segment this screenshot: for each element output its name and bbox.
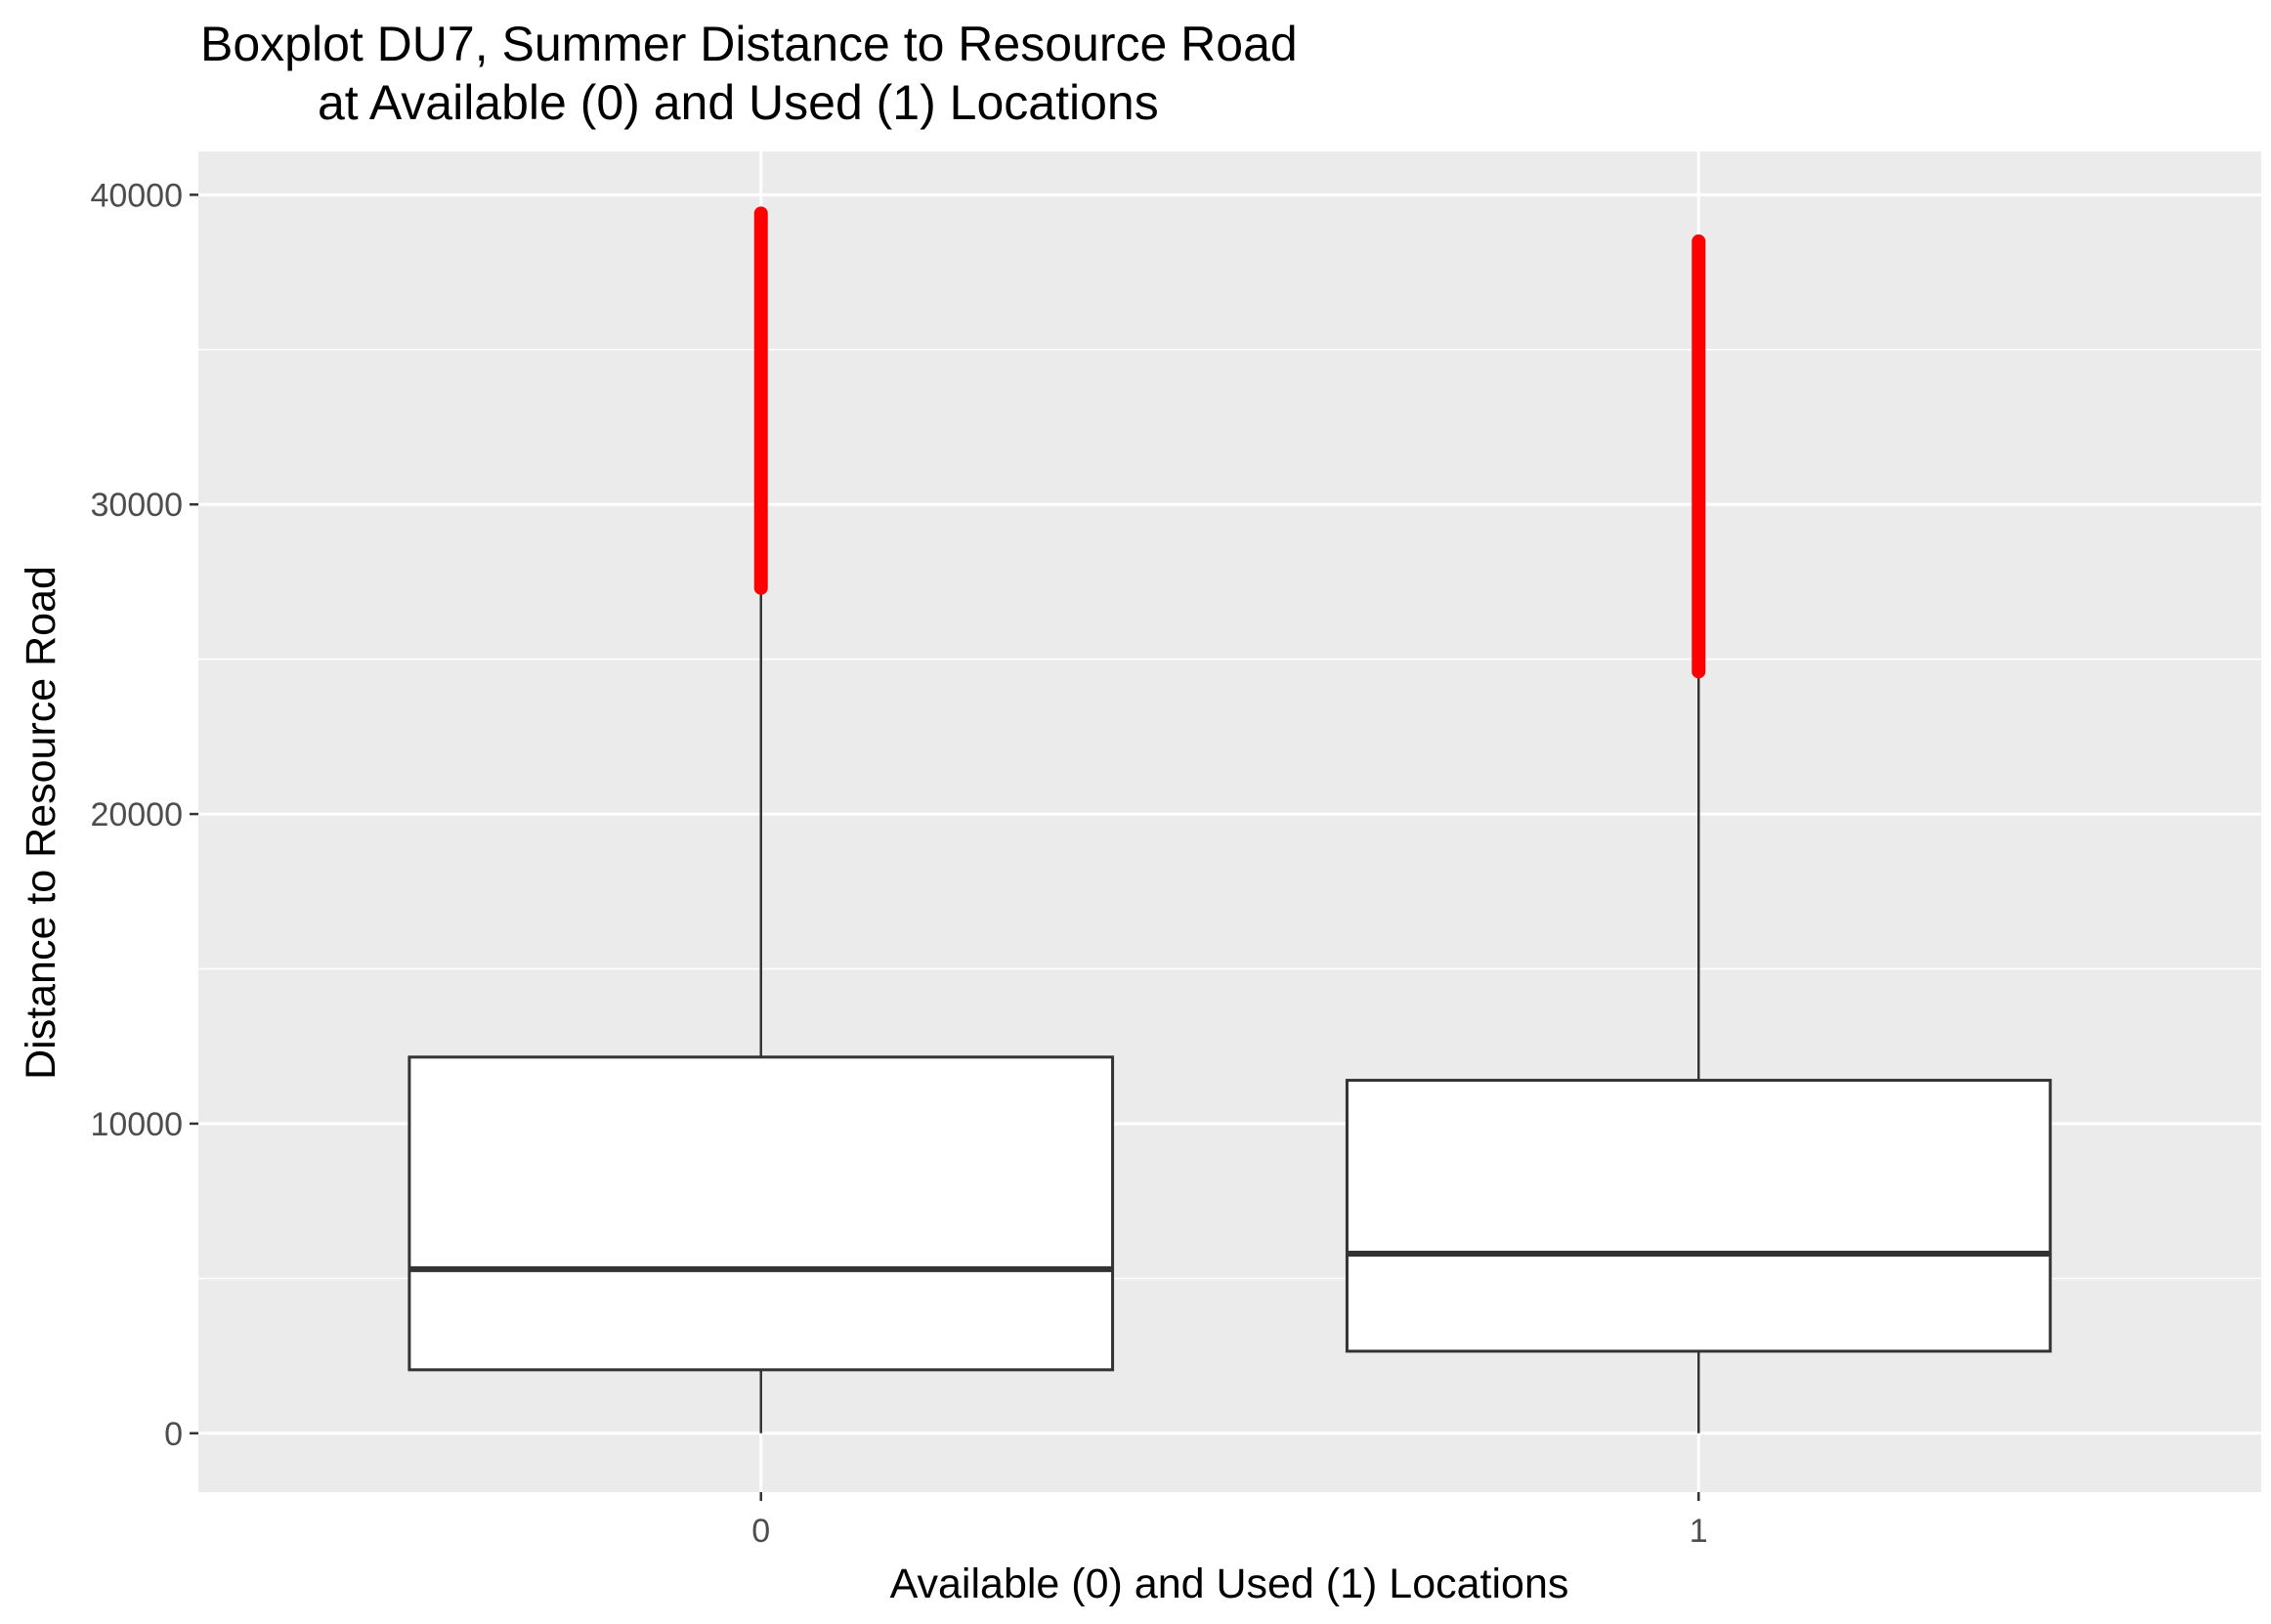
x-tick-label: 0 [751,1513,770,1550]
chart-title-line-2: at Available (0) and Used (1) Locations [318,75,1159,130]
box-iqr [1345,1079,2052,1353]
y-tick-label: 20000 [90,796,183,833]
y-tick-label: 10000 [90,1106,183,1143]
y-axis-ticks: 0 10000 20000 30000 40000 [90,177,198,1453]
x-axis-title: Available (0) and Used (1) Locations [890,1560,1569,1607]
x-tick-label: 1 [1690,1513,1708,1550]
y-axis-title: Distance to Resource Road [18,566,64,1080]
box-group-1 [1345,234,2052,1433]
y-tick-label: 0 [164,1416,183,1453]
boxes [407,206,2052,1433]
y-tick-label: 30000 [90,487,183,524]
chart-title-line-1: Boxplot DU7, Summer Distance to Resource… [200,17,1298,71]
y-tick-label: 40000 [90,177,183,214]
box-iqr [407,1055,1115,1372]
box-group-0 [407,206,1115,1433]
